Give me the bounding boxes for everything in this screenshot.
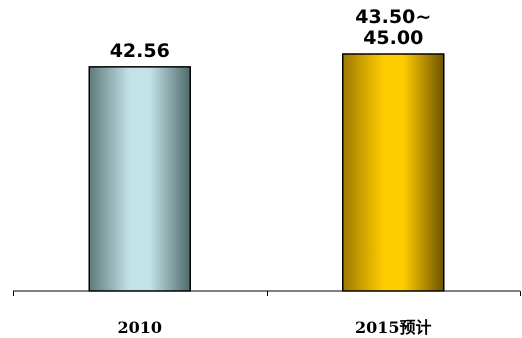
bar-1	[342, 53, 445, 292]
data-labels-layer: 42.56 43.50~45.00	[110, 6, 432, 62]
data-label: 45.00	[363, 27, 423, 49]
x-axis-ticks	[13, 291, 521, 296]
bars-layer	[88, 53, 445, 292]
category-label: 2015预计	[355, 318, 432, 337]
bar-0	[88, 66, 191, 292]
category-labels-layer: 2010 2015预计	[117, 318, 431, 337]
data-label: 42.56	[110, 40, 170, 62]
data-label: 43.50~	[355, 6, 431, 28]
category-label: 2010	[117, 318, 162, 337]
